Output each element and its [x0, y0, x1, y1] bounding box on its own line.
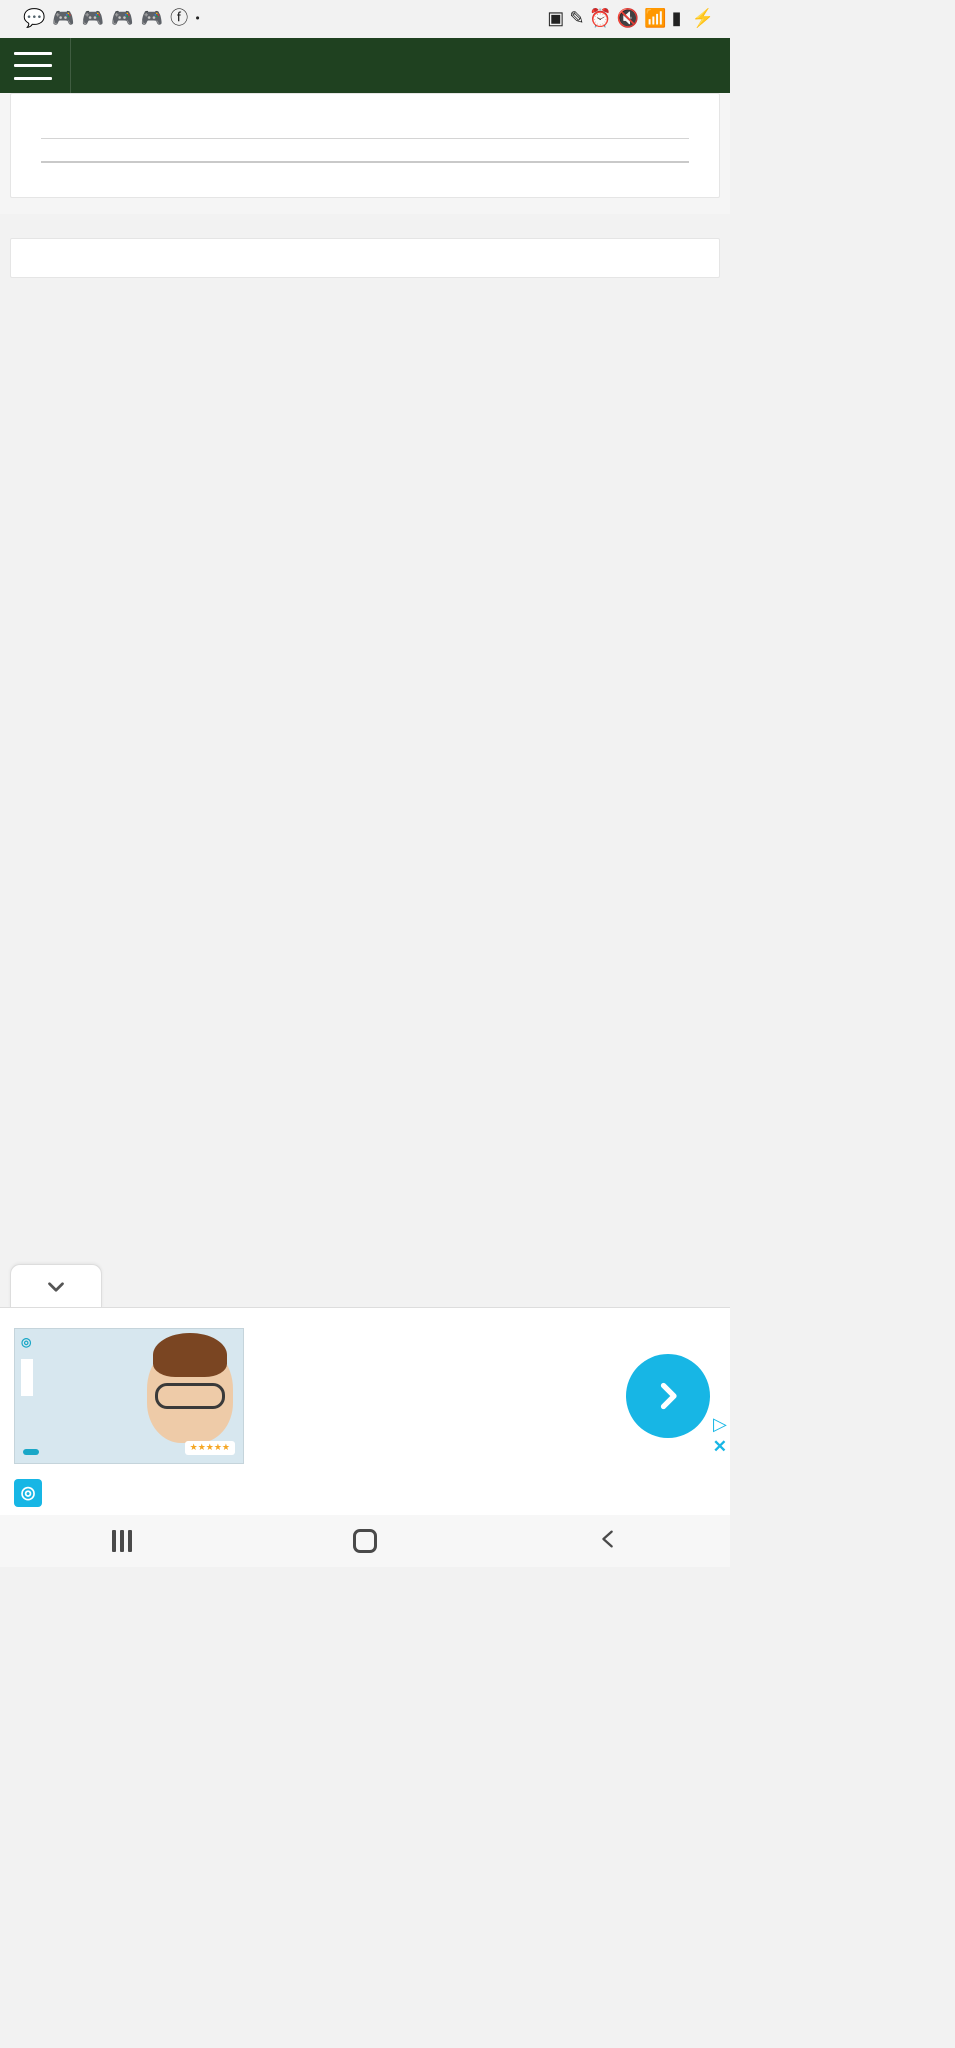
- ad-footer-logo-icon: ◎: [14, 1479, 42, 1507]
- header-divider: [70, 38, 71, 93]
- discord-icon: 🎮: [82, 10, 104, 28]
- chevron-right-icon: [650, 1378, 686, 1414]
- android-status-bar: 💬 🎮 🎮 🎮 🎮 ⓕ • ▣ ✎ ⏰ 🔇 📶 ▮ ⚡: [0, 0, 730, 38]
- content-card: [10, 93, 720, 198]
- status-right: ▣ ✎ ⏰ 🔇 📶 ▮ ⚡: [547, 10, 714, 28]
- discord-icon: 🎮: [111, 10, 133, 28]
- table-header-timestamp: [257, 139, 473, 163]
- ad-rating-badge: ★★★★★: [185, 1441, 235, 1455]
- table-header-time: [41, 139, 257, 163]
- intro-paragraph: [41, 94, 689, 100]
- ad-choices[interactable]: ▷ ✕: [713, 1414, 727, 1457]
- ad-go-button[interactable]: [626, 1354, 710, 1438]
- back-icon: [597, 1528, 619, 1554]
- chat-icon: 💬: [23, 10, 45, 28]
- signal-icon: ▮: [672, 10, 682, 28]
- ad-main[interactable]: ◎ ★★★★★: [0, 1308, 730, 1477]
- android-recents-button[interactable]: [99, 1526, 145, 1556]
- home-icon: [353, 1529, 377, 1553]
- discord-icon: 🎮: [52, 10, 74, 28]
- page-content: [0, 93, 730, 214]
- ad-footer[interactable]: ◎: [0, 1477, 730, 1515]
- status-left: 💬 🎮 🎮 🎮 🎮 ⓕ •: [16, 10, 200, 28]
- availability-table: [41, 138, 689, 163]
- ad-white-box: [21, 1359, 33, 1397]
- table-header-row: [41, 139, 689, 163]
- pencil-icon: ✎: [569, 10, 584, 28]
- ad-get-started-button[interactable]: [23, 1449, 39, 1455]
- recents-icon: [112, 1530, 132, 1552]
- secondary-card: [10, 238, 720, 278]
- ad-person-graphic: [147, 1343, 233, 1443]
- alarm-icon: ⏰: [589, 10, 611, 28]
- ad-banner[interactable]: ◎ ★★★★★ ◎ ▷ ✕: [0, 1307, 730, 1515]
- collapse-ad-tab[interactable]: [10, 1264, 102, 1308]
- facebook-icon: ⓕ: [170, 10, 188, 28]
- more-icon: •: [195, 12, 200, 26]
- mute-icon: 🔇: [617, 10, 639, 28]
- hamburger-menu-button[interactable]: [14, 52, 52, 80]
- android-back-button[interactable]: [585, 1526, 631, 1556]
- ad-brand: ◎: [21, 1335, 31, 1349]
- android-home-button[interactable]: [342, 1526, 388, 1556]
- card-icon: ▣: [547, 10, 564, 28]
- android-nav-bar: [0, 1515, 730, 1567]
- battery-charging-icon: ⚡: [692, 10, 714, 28]
- table-header-availability: [473, 139, 689, 163]
- adchoices-icon[interactable]: ▷: [713, 1414, 727, 1435]
- chevron-down-icon: [43, 1274, 69, 1300]
- ad-close-icon[interactable]: ✕: [713, 1437, 727, 1457]
- discord-icon: 🎮: [141, 10, 163, 28]
- wifi-icon: 📶: [644, 10, 666, 28]
- app-header: [0, 38, 730, 93]
- ad-creative-image[interactable]: ◎ ★★★★★: [14, 1328, 244, 1464]
